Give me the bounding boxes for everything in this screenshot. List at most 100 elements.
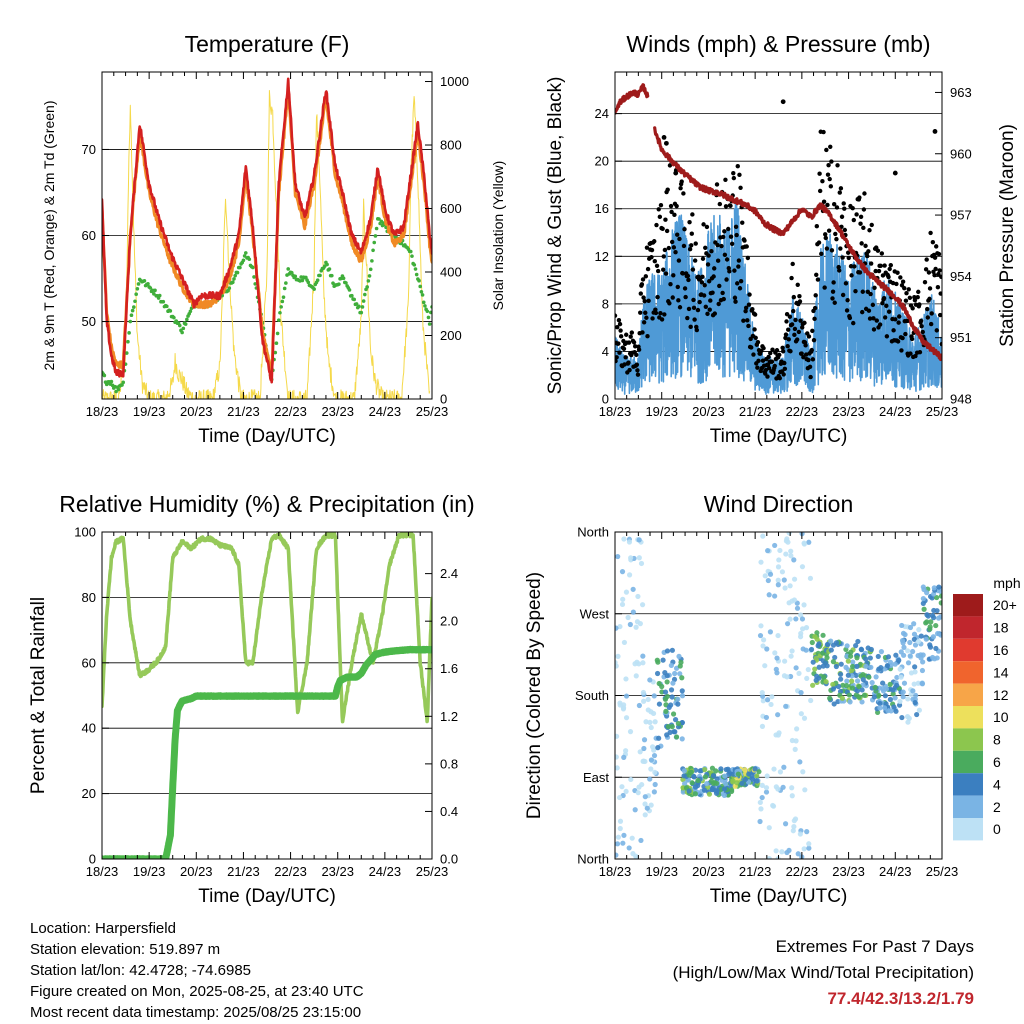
temperature-plot-area bbox=[102, 77, 432, 399]
extremes-title: Extremes For Past 7 Days bbox=[775, 937, 974, 956]
wind-direction-point bbox=[767, 571, 774, 577]
wind-direction-point bbox=[860, 676, 866, 683]
gust-point bbox=[623, 355, 628, 360]
wind-direction-point bbox=[615, 834, 622, 840]
wind-direction-point bbox=[833, 663, 839, 670]
colorbar-swatch bbox=[953, 773, 983, 796]
wind-direction-point bbox=[680, 789, 686, 795]
wind-direction-point bbox=[670, 680, 676, 686]
gust-point bbox=[854, 212, 859, 217]
wind-direction-point bbox=[893, 652, 899, 658]
gust-point bbox=[688, 324, 693, 330]
gust-point bbox=[679, 179, 684, 184]
wind-direction-point bbox=[854, 663, 860, 669]
wind-direction-point bbox=[873, 674, 879, 680]
gust-point bbox=[875, 248, 881, 253]
wind-direction-point bbox=[900, 694, 906, 700]
wind-direction-point bbox=[659, 683, 665, 690]
gust-point bbox=[869, 222, 874, 228]
wind-direction-point bbox=[866, 674, 872, 680]
wind-direction-point bbox=[923, 636, 929, 642]
gust-point bbox=[640, 277, 646, 282]
gust-point bbox=[822, 285, 827, 290]
wind-direction-point bbox=[761, 637, 767, 643]
wind-direction-point bbox=[642, 758, 648, 765]
wind-direction-point bbox=[832, 654, 838, 661]
gust-point bbox=[689, 243, 694, 248]
wind-direction-point bbox=[793, 616, 799, 622]
wind-direction-point bbox=[849, 667, 855, 673]
wind-direction-point bbox=[907, 639, 913, 646]
temperature-ylabel: 2m & 9m T (Red, Orange) & 2m Td (Green) bbox=[41, 101, 57, 371]
gust-point bbox=[806, 357, 811, 363]
gust-point bbox=[763, 367, 768, 373]
wind-direction-point bbox=[692, 791, 698, 797]
gust-point bbox=[678, 185, 683, 191]
gust-point bbox=[917, 302, 922, 307]
gust-point bbox=[720, 290, 725, 296]
dewpoint-point bbox=[425, 309, 430, 314]
wind-direction-point bbox=[905, 660, 912, 666]
wind-direction-point bbox=[679, 688, 685, 694]
wind-direction-point bbox=[664, 679, 670, 685]
gust-point bbox=[851, 320, 856, 326]
gust-point bbox=[734, 232, 739, 238]
wind-direction-point bbox=[787, 583, 793, 589]
gust-point bbox=[731, 170, 736, 176]
gust-point bbox=[675, 232, 680, 237]
gust-point bbox=[635, 372, 641, 377]
gust-point bbox=[841, 201, 846, 206]
winds: 18/23 19/23 20/23 21/23 22/23 23/23 24/23 25/23… bbox=[545, 31, 1018, 447]
wind-direction-point bbox=[887, 696, 894, 703]
wind-direction-point bbox=[673, 665, 680, 671]
gust-point bbox=[852, 264, 857, 269]
gust-point bbox=[671, 273, 676, 278]
gust-point bbox=[662, 247, 668, 253]
wind-direction-point bbox=[764, 773, 770, 779]
wind-direction-point bbox=[620, 596, 626, 602]
wind-direction-point bbox=[824, 663, 830, 669]
wind-direction-point bbox=[806, 845, 812, 851]
gust-point bbox=[654, 222, 659, 228]
wind-direction-point bbox=[793, 665, 799, 671]
wind-direction-point bbox=[816, 664, 822, 670]
colorbar-label: 8 bbox=[993, 732, 1001, 748]
wind-direction-point bbox=[721, 792, 727, 798]
wind-direction-point bbox=[839, 695, 845, 701]
dewpoint-point bbox=[360, 305, 365, 309]
wind-direction-point bbox=[615, 754, 619, 760]
gust-point bbox=[917, 349, 923, 355]
recent-timestamp: Most recent data timestamp: 2025/08/25 2… bbox=[30, 1004, 362, 1021]
gust-point bbox=[937, 268, 942, 273]
wind-direction-point bbox=[887, 659, 894, 665]
dewpoint-point bbox=[181, 326, 186, 331]
gust-point bbox=[831, 280, 836, 285]
wind-direction-point bbox=[798, 711, 804, 717]
gust-point bbox=[705, 262, 711, 267]
wind-direction-point bbox=[623, 676, 629, 682]
wind-direction-point bbox=[691, 774, 697, 780]
temperature-ytick-label: 70 bbox=[82, 142, 96, 157]
wind-direction-point bbox=[721, 786, 728, 792]
gust-point bbox=[851, 217, 857, 223]
gust-point bbox=[701, 293, 707, 298]
wind-direction-point bbox=[930, 634, 937, 640]
wind-direction-point bbox=[645, 707, 651, 713]
wind-direction-point bbox=[868, 646, 874, 653]
dewpoint-point bbox=[121, 380, 126, 385]
gust-point bbox=[709, 249, 714, 254]
wind-direction-point bbox=[656, 735, 662, 741]
wind-direction-point bbox=[908, 670, 915, 676]
wind-direction-point bbox=[876, 666, 882, 672]
gust-point bbox=[928, 321, 934, 327]
gust-point bbox=[887, 266, 892, 272]
wind-direction-point bbox=[722, 780, 729, 786]
winds-y2tick-label: 948 bbox=[950, 392, 972, 407]
wind-direction-point bbox=[919, 667, 926, 674]
dewpoint-point bbox=[413, 267, 418, 271]
wind-direction-point bbox=[782, 821, 789, 827]
gust-point bbox=[685, 273, 691, 279]
wind-direction-point bbox=[619, 784, 625, 790]
wind-direction-point bbox=[754, 778, 760, 784]
wind-direction-point bbox=[772, 593, 778, 599]
